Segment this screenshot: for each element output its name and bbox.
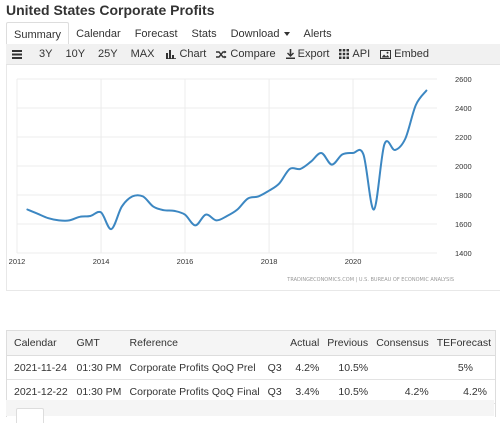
export-label: Export: [297, 48, 330, 60]
y-tick-label: 1600: [455, 220, 472, 229]
tab-download[interactable]: Download: [224, 22, 297, 44]
download-icon: [285, 49, 295, 59]
embed-label: Embed: [394, 48, 430, 60]
table-footer: [6, 400, 494, 423]
bar-chart-icon: [166, 49, 177, 59]
page-title: United States Corporate Profits: [6, 2, 215, 18]
grid-icon: [339, 49, 350, 59]
row-previous: 10.5%: [323, 379, 373, 404]
compare-button[interactable]: Compare: [216, 48, 276, 60]
api-button[interactable]: API: [339, 48, 370, 60]
row-date: 2021-12-22: [7, 379, 73, 404]
y-tick-label: 2600: [455, 75, 472, 84]
range-25y-button[interactable]: 25Y: [98, 48, 118, 60]
x-tick-label: 2016: [177, 257, 194, 266]
row-reference[interactable]: Corporate Profits QoQ Final: [125, 379, 264, 404]
col-actual: Actual: [285, 331, 324, 356]
y-tick-label: 1800: [455, 191, 472, 200]
range-max-button[interactable]: MAX: [130, 48, 155, 60]
row-period: Q3: [263, 355, 286, 380]
row-teforecast: 4.2%: [432, 379, 495, 404]
y-tick-label: 1400: [455, 249, 472, 258]
y-tick-label: 2400: [455, 104, 472, 113]
table-view-button[interactable]: [12, 49, 25, 59]
tab-summary[interactable]: Summary: [6, 22, 70, 46]
shuffle-icon: [216, 50, 227, 58]
chart-type-button[interactable]: Chart: [166, 48, 206, 60]
col-calendar: Calendar: [7, 331, 73, 356]
calendar-header-row: Calendar GMT Reference Actual Previous C…: [7, 331, 495, 356]
source-credit: TRADINGECONOMICS.COM | U.S. BUREAU OF EC…: [286, 277, 454, 283]
compare-label: Compare: [230, 48, 276, 60]
col-gmt: GMT: [72, 331, 126, 356]
col-teforecast: TEForecast: [432, 331, 495, 356]
row-time: 01:30 PM: [72, 355, 126, 380]
row-consensus: [372, 355, 433, 380]
tab-forecast[interactable]: Forecast: [134, 28, 178, 40]
chart-grid: [16, 78, 437, 254]
export-button[interactable]: Export: [285, 48, 330, 60]
x-tick-label: 2018: [261, 257, 278, 266]
tab-alerts[interactable]: Alerts: [303, 28, 332, 40]
line-chart: 1400 1600 1800 2000 2200 2400 2600 2012 2014 2016…: [9, 75, 472, 283]
api-label: API: [352, 48, 371, 60]
y-tick-label: 2200: [455, 133, 472, 142]
nav-tabs: Summary Calendar Forecast Stats Download…: [6, 22, 500, 46]
image-icon: [380, 49, 392, 59]
tab-download-label: Download: [230, 28, 280, 40]
tab-calendar[interactable]: Calendar: [76, 28, 121, 40]
x-tick-label: 2012: [9, 257, 26, 266]
range-10y-button[interactable]: 10Y: [65, 48, 86, 60]
chart-type-label: Chart: [179, 48, 207, 60]
series-line: [26, 89, 428, 231]
tab-stats[interactable]: Stats: [191, 28, 217, 40]
row-reference[interactable]: Corporate Profits QoQ Prel: [125, 355, 264, 380]
x-tick-label: 2014: [93, 257, 110, 266]
range-3y-button[interactable]: 3Y: [39, 48, 53, 60]
chart-toolbar: 3Y 10Y 25Y MAX Chart Compare Export API …: [6, 44, 500, 65]
chart-panel: 1400 1600 1800 2000 2200 2400 2600 2012 2014 2016…: [6, 65, 500, 291]
row-teforecast: 5%: [432, 355, 495, 380]
row-previous: 10.5%: [323, 355, 373, 380]
table-row[interactable]: 2021-11-24 01:30 PM Corporate Profits Qo…: [7, 355, 495, 380]
col-period: [263, 331, 286, 356]
row-period: Q3: [263, 379, 286, 404]
row-date: 2021-11-24: [7, 355, 73, 380]
table-icon: [12, 49, 22, 59]
caret-down-icon: [283, 32, 290, 37]
col-reference: Reference: [125, 331, 264, 356]
calendar-table: Calendar GMT Reference Actual Previous C…: [7, 331, 495, 404]
embed-button[interactable]: Embed: [380, 48, 429, 60]
x-tick-label: 2020: [345, 257, 362, 266]
chart-axes: 1400 1600 1800 2000 2200 2400 2600 2012 2014 2016…: [9, 75, 472, 266]
y-tick-label: 2000: [455, 162, 472, 171]
col-previous: Previous: [323, 331, 373, 356]
col-consensus: Consensus: [372, 331, 433, 356]
row-actual: 4.2%: [285, 355, 324, 380]
